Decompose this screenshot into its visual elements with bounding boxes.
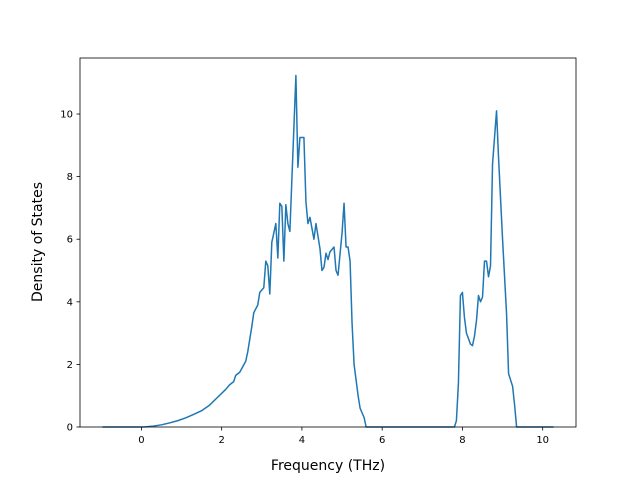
line-series bbox=[102, 74, 554, 428]
y-tick-label: 10 bbox=[60, 110, 73, 121]
x-tick-label: 8 bbox=[459, 435, 465, 446]
x-tick-label: 6 bbox=[379, 435, 385, 446]
y-tick-label: 8 bbox=[67, 172, 73, 183]
y-tick-label: 4 bbox=[67, 297, 73, 308]
y-tick-label: 2 bbox=[67, 360, 73, 371]
x-tick-label: 2 bbox=[218, 435, 224, 446]
x-tick-label: 10 bbox=[536, 435, 549, 446]
y-tick-label: 6 bbox=[67, 235, 73, 246]
y-axis-label: Density of States bbox=[30, 182, 46, 302]
plot-frame bbox=[79, 57, 577, 428]
x-tick-label: 0 bbox=[138, 435, 144, 446]
x-axis-label: Frequency (THz) bbox=[271, 458, 385, 474]
x-tick-label: 4 bbox=[299, 435, 305, 446]
y-tick-label: 0 bbox=[67, 423, 73, 434]
